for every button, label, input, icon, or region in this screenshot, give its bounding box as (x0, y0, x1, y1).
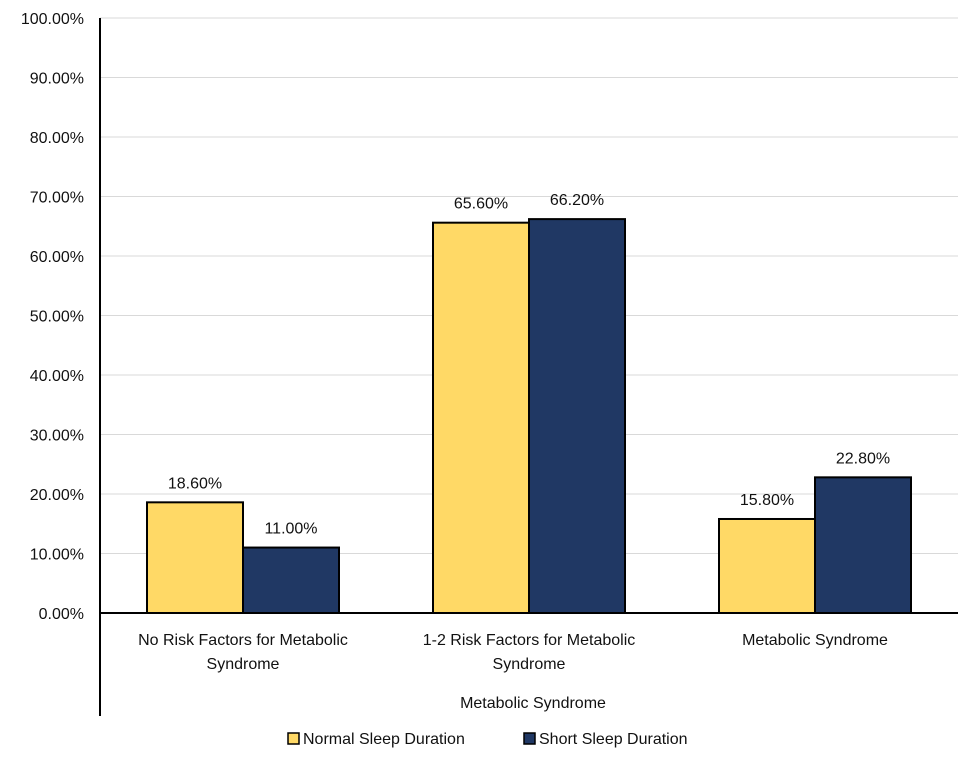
axes (99, 18, 958, 716)
bar-normal-2 (718, 517, 816, 614)
x-axis-title: Metabolic Syndrome (460, 695, 606, 712)
data-label: 65.60% (454, 196, 508, 213)
x-category-label: Syndrome (493, 656, 566, 673)
data-label: 66.20% (550, 192, 604, 209)
y-tick-label: 70.00% (30, 190, 84, 207)
legend-swatch-0 (287, 732, 300, 745)
bar-short-1 (528, 218, 626, 615)
legend-swatch-1 (523, 732, 536, 745)
y-tick-label: 0.00% (39, 606, 84, 623)
y-tick-label: 10.00% (30, 547, 84, 564)
bar-normal-0 (146, 501, 244, 614)
y-tick-label: 90.00% (30, 71, 84, 88)
y-tick-label: 100.00% (21, 11, 84, 28)
legend-label: Normal Sleep Duration (303, 731, 465, 748)
x-category-label: Syndrome (207, 656, 280, 673)
x-category-label: No Risk Factors for Metabolic (138, 632, 348, 649)
y-tick-label: 60.00% (30, 249, 84, 266)
bar-normal-1 (432, 221, 530, 614)
y-tick-label: 80.00% (30, 130, 84, 147)
bars (146, 218, 912, 615)
legend-label: Short Sleep Duration (539, 731, 688, 748)
data-label: 18.60% (168, 475, 222, 492)
x-category-label: 1-2 Risk Factors for Metabolic (423, 632, 636, 649)
labels: 0.00% 10.00% 20.00% 30.00% 40.00% 50.00% 60.00… (21, 11, 890, 712)
y-tick-label: 50.00% (30, 309, 84, 326)
y-tick-label: 20.00% (30, 487, 84, 504)
y-tick-label: 40.00% (30, 368, 84, 385)
data-label: 11.00% (264, 521, 317, 538)
legend: Normal Sleep Duration Short Sleep Duratio… (287, 731, 688, 748)
data-label: 15.80% (740, 492, 794, 509)
x-category-label: Metabolic Syndrome (742, 632, 888, 649)
bar-short-0 (242, 546, 340, 614)
bar-short-2 (814, 476, 912, 614)
data-label: 22.80% (836, 450, 890, 467)
y-tick-label: 30.00% (30, 428, 84, 445)
